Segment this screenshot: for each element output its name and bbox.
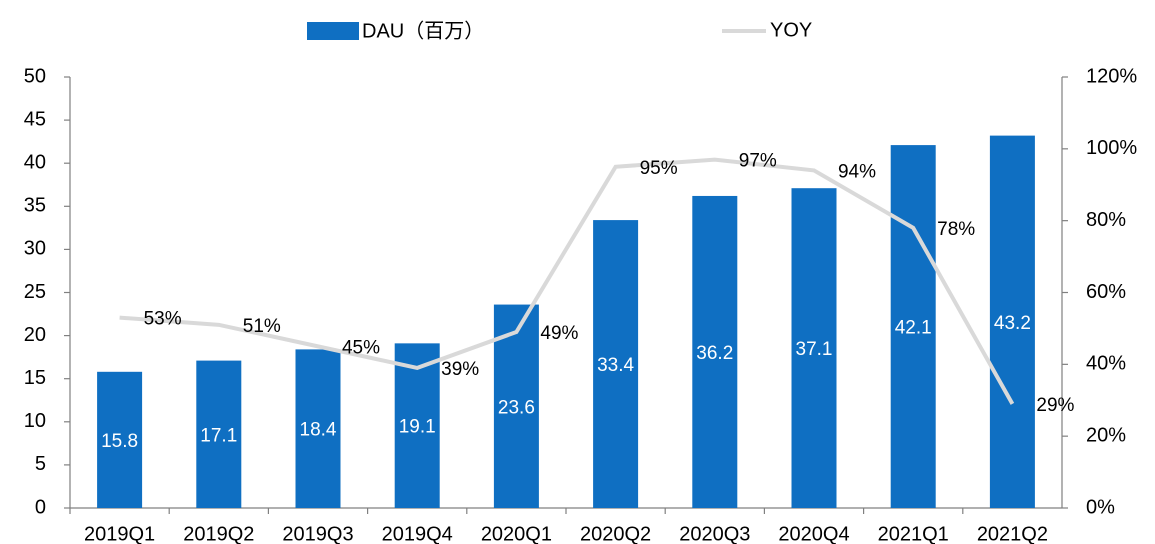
bar xyxy=(692,195,738,508)
line-label: 95% xyxy=(640,158,678,179)
x-tick-label: 2021Q1 xyxy=(878,523,949,544)
line-label: 78% xyxy=(937,219,975,240)
y2-tick-label: 40% xyxy=(1086,353,1126,375)
line-label: 39% xyxy=(441,359,479,380)
yoy-line xyxy=(119,157,1015,405)
y2-tick-label: 20% xyxy=(1086,424,1126,446)
y-tick-label: 15 xyxy=(24,367,46,389)
line-label: 53% xyxy=(144,309,182,330)
bar-label: 36.2 xyxy=(696,343,733,364)
bar xyxy=(196,360,242,508)
x-tick-label: 2021Q2 xyxy=(977,523,1048,544)
bar xyxy=(890,145,936,508)
line-label: 45% xyxy=(342,337,380,358)
y2-tick-label: 60% xyxy=(1086,281,1126,303)
y-tick-label: 35 xyxy=(24,195,46,217)
bar xyxy=(989,135,1035,508)
y2-tick-label: 120% xyxy=(1086,65,1137,87)
y2-tick-label: 80% xyxy=(1086,209,1126,231)
legend-label: YOY xyxy=(770,19,812,41)
y2-tick-label: 0% xyxy=(1086,496,1115,518)
bar-label: 42.1 xyxy=(895,318,932,339)
line-label: 29% xyxy=(1036,395,1074,416)
legend-label: DAU（百万） xyxy=(362,19,484,42)
line-label: 49% xyxy=(540,323,578,344)
bar-label: 17.1 xyxy=(200,425,237,446)
x-tick-label: 2020Q2 xyxy=(580,523,651,544)
bar xyxy=(394,343,440,508)
y-tick-label: 45 xyxy=(24,108,46,130)
y-tick-label: 40 xyxy=(24,151,46,173)
bar xyxy=(97,371,143,508)
bar-label: 33.4 xyxy=(597,355,634,376)
x-tick-label: 2019Q3 xyxy=(282,523,353,544)
x-tick-label: 2020Q3 xyxy=(679,523,750,544)
bar xyxy=(791,188,837,508)
bar-label: 15.8 xyxy=(101,431,138,452)
legend-swatch xyxy=(307,22,359,40)
bar xyxy=(295,349,341,508)
x-tick-label: 2019Q2 xyxy=(183,523,254,544)
y-tick-label: 20 xyxy=(24,324,46,346)
line-label: 97% xyxy=(739,151,777,172)
y-tick-label: 0 xyxy=(35,496,46,518)
bar-label: 43.2 xyxy=(994,313,1031,334)
line-label: 51% xyxy=(243,316,281,337)
y-tick-label: 10 xyxy=(24,410,46,432)
y-tick-label: 25 xyxy=(24,281,46,303)
y-tick-label: 50 xyxy=(24,65,46,87)
x-tick-label: 2020Q4 xyxy=(778,523,849,544)
x-tick-label: 2019Q4 xyxy=(382,523,453,544)
line-label: 94% xyxy=(838,161,876,182)
bar xyxy=(593,220,639,509)
y-tick-label: 5 xyxy=(35,453,46,475)
y-tick-label: 30 xyxy=(24,238,46,260)
bar-label: 18.4 xyxy=(300,420,337,441)
bar-label: 23.6 xyxy=(498,397,535,418)
x-tick-label: 2020Q1 xyxy=(481,523,552,544)
bar-label: 19.1 xyxy=(399,417,436,438)
bar-label: 37.1 xyxy=(796,339,833,360)
y2-tick-label: 100% xyxy=(1086,137,1137,159)
x-tick-label: 2019Q1 xyxy=(84,523,155,544)
